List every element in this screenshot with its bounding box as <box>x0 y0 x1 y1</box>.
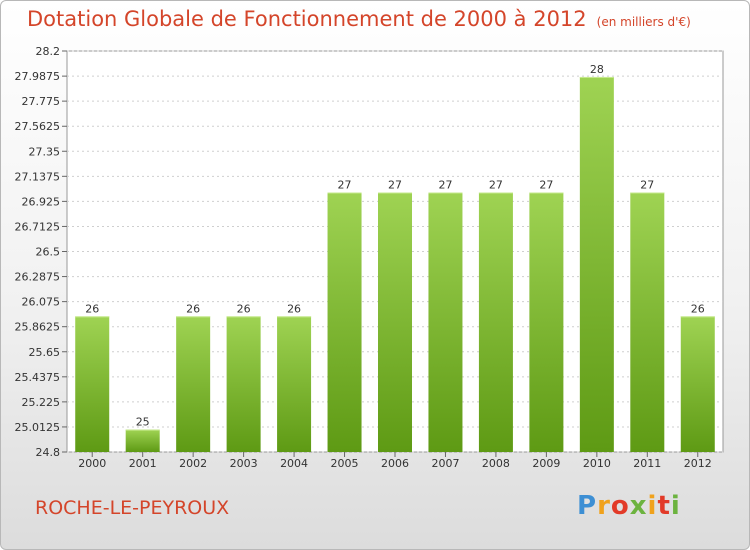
chart-subtitle: (en milliers d'€) <box>596 15 691 29</box>
logo-letter: x <box>629 491 648 521</box>
bar <box>630 192 665 452</box>
x-tick-label: 2002 <box>179 457 207 470</box>
bar-value-label: 27 <box>338 179 352 192</box>
proxiti-logo: Proxiti <box>577 491 681 521</box>
bar <box>680 316 715 452</box>
bar-value-label: 27 <box>489 179 503 192</box>
bar <box>378 192 412 452</box>
x-tick-label: 2012 <box>684 457 712 470</box>
x-tick-label: 2011 <box>633 457 661 470</box>
logo-letter: i <box>647 491 658 521</box>
y-tick-label: 25.4375 <box>15 371 61 384</box>
logo-letter: r <box>597 491 611 521</box>
bar <box>176 316 211 452</box>
y-tick-label: 26.7125 <box>15 220 61 233</box>
x-tick-label: 2010 <box>583 457 611 470</box>
x-tick-label: 2001 <box>129 457 157 470</box>
x-tick-label: 2005 <box>331 457 359 470</box>
y-tick-label: 25.225 <box>22 396 61 409</box>
y-tick-label: 28.2 <box>36 45 61 58</box>
y-tick-label: 27.35 <box>29 145 61 158</box>
bar <box>579 76 614 453</box>
x-tick-label: 2009 <box>532 457 560 470</box>
bar <box>75 316 110 452</box>
bar-value-label: 27 <box>640 179 654 192</box>
x-tick-label: 2008 <box>482 457 510 470</box>
y-tick-label: 26.5 <box>36 246 61 259</box>
bar <box>226 316 261 452</box>
bar-value-label: 26 <box>186 302 200 315</box>
bar-value-label: 25 <box>136 416 150 429</box>
y-tick-label: 26.2875 <box>15 271 61 284</box>
bar <box>327 192 362 452</box>
bar-value-label: 28 <box>590 63 604 76</box>
bar-value-label: 27 <box>388 179 402 192</box>
bar-value-label: 27 <box>539 179 553 192</box>
y-tick-label: 24.8 <box>36 446 61 459</box>
bar <box>125 429 160 452</box>
logo-letter: t <box>657 491 671 521</box>
bar <box>277 316 312 452</box>
city-name: ROCHE-LE-PEYROUX <box>35 497 230 519</box>
bar-value-label: 26 <box>287 302 301 315</box>
bar-value-label: 26 <box>85 302 99 315</box>
chart-title: Dotation Globale de Fonctionnement de 20… <box>27 7 691 31</box>
y-tick-label: 27.775 <box>22 95 61 108</box>
x-tick-label: 2004 <box>280 457 308 470</box>
y-tick-label: 26.925 <box>22 195 61 208</box>
y-tick-label: 27.5625 <box>15 120 61 133</box>
bar <box>428 192 463 452</box>
y-tick-label: 26.075 <box>22 296 61 309</box>
x-tick-label: 2000 <box>78 457 106 470</box>
chart-title-text: Dotation Globale de Fonctionnement de 20… <box>27 7 587 31</box>
y-tick-label: 25.65 <box>29 346 61 359</box>
x-tick-label: 2007 <box>431 457 459 470</box>
bar-value-label: 26 <box>691 302 705 315</box>
bar-value-label: 27 <box>438 179 452 192</box>
logo-letter: P <box>577 491 598 521</box>
bar <box>529 192 564 452</box>
y-tick-label: 27.9875 <box>15 70 61 83</box>
x-tick-label: 2003 <box>230 457 258 470</box>
logo-letter: o <box>610 491 630 521</box>
bar <box>478 192 513 452</box>
logo-letter: i <box>670 491 681 521</box>
y-tick-label: 27.1375 <box>15 170 61 183</box>
x-tick-label: 2006 <box>381 457 409 470</box>
bar-value-label: 26 <box>237 302 251 315</box>
y-tick-label: 25.8625 <box>15 321 61 334</box>
y-tick-label: 25.0125 <box>15 421 61 434</box>
